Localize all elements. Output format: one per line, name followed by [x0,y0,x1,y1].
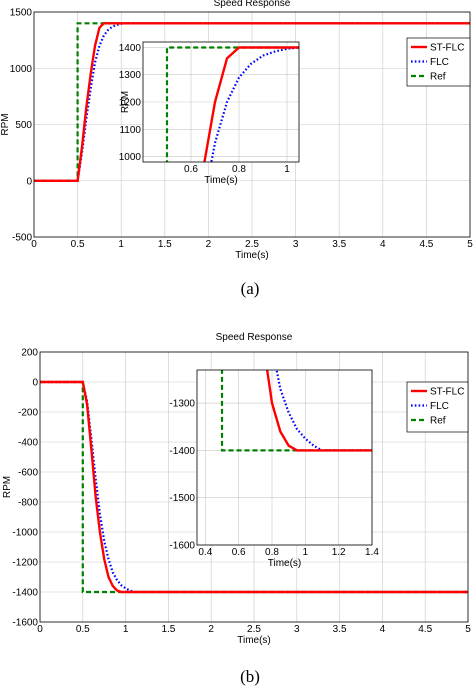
inset-y-tick-label: 1100 [119,125,141,136]
y-tick-label: 200 [21,348,38,359]
inset-y-tick-label: -1300 [169,399,195,410]
x-tick-label: 0 [31,239,37,250]
series-line-st-flc [34,22,470,183]
inset-plot-area [197,370,372,545]
inset-series-line-flc [210,46,299,162]
axis-frame [33,11,471,238]
axis-frame [39,351,469,623]
inset-y-axis-label: RPM [120,91,131,113]
x-tick-label: 1.5 [158,239,172,250]
inset-x-tick-label: 1 [284,164,290,175]
legend-label: ST-FLC [430,43,464,54]
chart-b: Speed Response 0 0.5 1 1.5 2 2.5 3 3.5 4 4.5 5 -1600… [2,332,471,646]
inset-x-tick-label: 1 [303,547,309,558]
inset-x-tick-label: 0.8 [265,547,279,558]
y-axis-label: RPM [2,476,13,498]
inset-series-line-st-flc [265,370,372,452]
legend-label: FLC [430,57,449,68]
inset-x-tick-label: 0.8 [232,164,246,175]
y-tick-label: -1400 [12,588,38,599]
y-tick-label: -1600 [12,618,38,629]
x-tick-label: 2 [206,239,212,250]
x-tick-label: 3 [293,239,299,250]
inset-x-axis-label: Time(s) [204,175,238,186]
series-group [40,380,468,594]
y-tick-label: 0 [26,176,32,187]
y-tick-label: -800 [18,498,38,509]
y-tick-label: 0 [32,378,38,389]
y-tick-label: -600 [18,468,38,479]
x-tick-label: 3 [294,624,300,635]
x-tick-label: 2 [208,624,214,635]
x-tick-label: 4 [380,624,386,635]
caption-b: (b) [240,667,260,686]
inset-y-tick-label: -1400 [169,446,195,457]
inset-chart: 0.6 0.8 1 1000 1100 1200 1300 1400 Time(s) RPM [119,41,300,186]
legend-label: Ref [430,416,446,427]
x-tick-label: 4.5 [418,624,432,635]
caption-a: (a) [241,279,260,298]
inset-y-tick-label: 1000 [119,152,142,163]
series-group [34,22,470,183]
y-tick-label: -1000 [12,528,38,539]
series-line-flc [40,380,468,594]
x-tick-label: 4 [380,239,386,250]
x-tick-label: 5 [467,239,473,250]
chart-title: Speed Response [214,0,291,9]
x-tick-label: 2.5 [245,239,259,250]
legend-label: FLC [430,401,449,412]
x-axis-label: Time(s) [237,635,271,646]
y-tick-label: 1500 [10,8,33,19]
y-tick-label: 1000 [10,64,33,75]
inset-y-tick-label: 1400 [119,43,142,54]
y-tick-label: -200 [18,408,38,419]
x-tick-label: 0 [37,624,43,635]
y-axis-label: RPM [0,113,11,135]
inset-x-tick-label: 0.6 [184,164,198,175]
series-line-ref [34,22,470,182]
inset-axis-frame [142,41,300,163]
x-tick-label: 1.5 [161,624,175,635]
x-tick-label: 2.5 [247,624,261,635]
x-tick-label: 3.5 [332,239,346,250]
series-line-st-flc [40,380,468,594]
x-tick-label: 0.5 [76,624,90,635]
legend: ST-FLC FLC Ref [406,381,469,433]
legend-label: Ref [430,72,446,83]
inset-chart: 0.4 0.6 0.8 1 1.2 1.4 -1600 -1500 -1400 -1300 Time… [169,369,379,569]
inset-x-tick-label: 0.6 [232,547,246,558]
y-tick-label: -1200 [12,558,38,569]
inset-y-tick-label: -1500 [169,493,195,504]
inset-x-tick-label: 1.4 [365,547,379,558]
legend: ST-FLC FLC Ref [406,37,471,87]
y-tick-label: 500 [15,120,32,131]
inset-y-tick-label: -1600 [169,541,195,552]
series-line-ref [40,380,468,594]
inset-y-tick-label: 1300 [119,70,142,81]
x-tick-label: 4.5 [419,239,433,250]
inset-x-tick-label: 0.4 [198,547,212,558]
x-tick-label: 1 [123,624,129,635]
x-tick-label: 5 [465,624,471,635]
y-tick-label: -500 [12,233,32,244]
inset-axis-frame [196,369,373,546]
x-axis-label: Time(s) [235,250,269,261]
legend-label: ST-FLC [430,387,464,398]
inset-x-axis-label: Time(s) [268,558,302,569]
x-tick-label: 0.5 [71,239,85,250]
inset-x-tick-label: 1.2 [332,547,346,558]
inset-series-line-st-flc [203,46,299,162]
x-tick-label: 3.5 [333,624,347,635]
y-tick-label: -400 [18,438,38,449]
x-tick-label: 1 [118,239,124,250]
inset-series-group [165,46,299,162]
chart-title: Speed Response [216,332,293,343]
inset-y-tick-label: 1200 [119,98,142,109]
inset-series-group [220,370,372,452]
